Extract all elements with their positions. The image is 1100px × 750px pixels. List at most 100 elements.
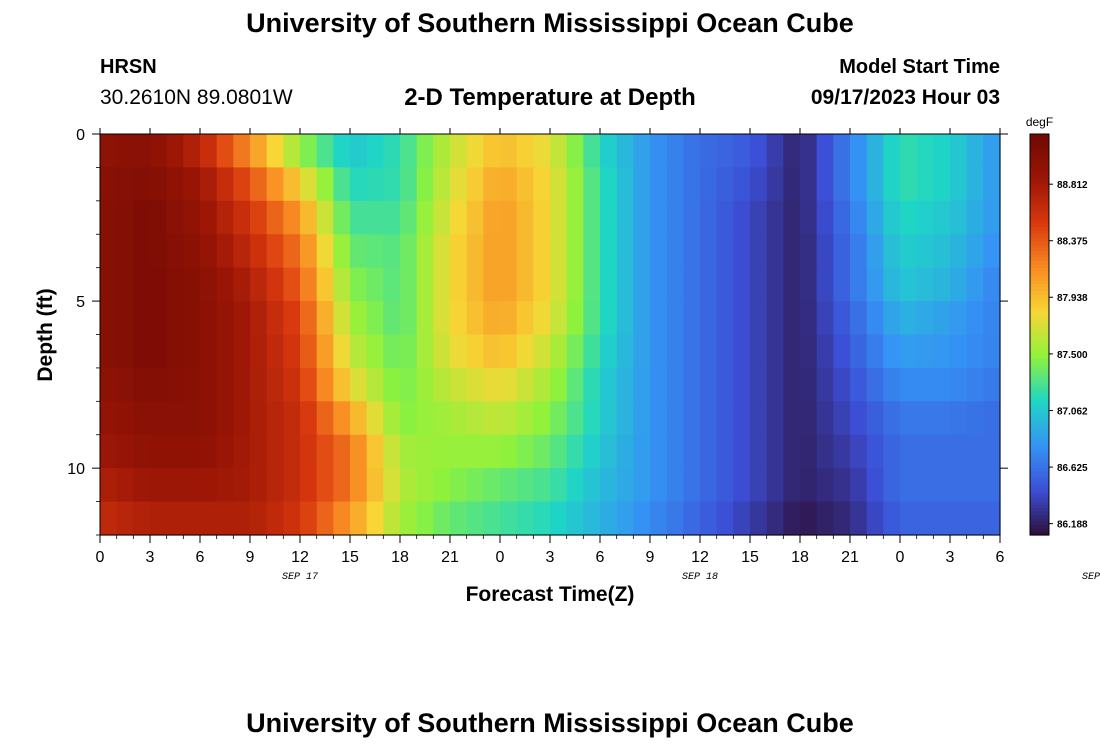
- heatmap-cell: [650, 401, 668, 436]
- heatmap-cell: [633, 468, 651, 503]
- colorbar-segment: [1030, 448, 1049, 453]
- heatmap-cell: [950, 134, 968, 169]
- colorbar-segment: [1030, 458, 1049, 463]
- heatmap-cell: [566, 267, 584, 302]
- heatmap-cell: [533, 367, 551, 402]
- heatmap-cell: [400, 234, 418, 269]
- heatmap-cell: [500, 501, 518, 536]
- heatmap-cell: [333, 334, 351, 369]
- heatmap-cell: [966, 501, 984, 536]
- heatmap-cell: [883, 501, 901, 536]
- colorbar-segment: [1030, 144, 1049, 148]
- heatmap-cell: [800, 301, 818, 336]
- heatmap-cell: [250, 301, 268, 336]
- heatmap-cell: [783, 134, 801, 169]
- heatmap-cell: [733, 301, 751, 336]
- heatmap-cell: [816, 234, 834, 269]
- heatmap-cell: [366, 267, 384, 302]
- heatmap-cell: [700, 267, 718, 302]
- heatmap-cell: [433, 367, 451, 402]
- heatmap-cell: [850, 434, 868, 469]
- colorbar-segment: [1030, 521, 1049, 526]
- heatmap-cell: [283, 167, 301, 202]
- heatmap-cell: [950, 234, 968, 269]
- heatmap-cell: [200, 367, 218, 402]
- heatmap-cell: [816, 401, 834, 436]
- colorbar-segment: [1030, 394, 1049, 399]
- colorbar-segment: [1030, 194, 1049, 199]
- heatmap-cell: [500, 334, 518, 369]
- heatmap-cell: [383, 501, 401, 536]
- heatmap-cell: [733, 267, 751, 302]
- colorbar-segment: [1030, 230, 1049, 235]
- heatmap-cell: [966, 401, 984, 436]
- heatmap-cell: [983, 468, 1001, 503]
- heatmap-cell: [233, 134, 251, 169]
- heatmap-cell: [466, 267, 484, 302]
- heatmap-cell: [266, 200, 284, 235]
- heatmap-cell: [666, 200, 684, 235]
- heatmap-cell: [833, 234, 851, 269]
- heatmap-cell: [533, 267, 551, 302]
- heatmap-cell: [700, 200, 718, 235]
- heatmap-cell: [266, 167, 284, 202]
- colorbar-segment: [1030, 160, 1049, 165]
- heatmap-cell: [883, 167, 901, 202]
- heatmap-cell: [133, 468, 151, 503]
- colorbar-segment: [1030, 484, 1049, 489]
- heatmap-cell: [966, 267, 984, 302]
- heatmap-cell: [466, 434, 484, 469]
- heatmap-cell: [400, 501, 418, 536]
- heatmap-cell: [416, 367, 434, 402]
- colorbar-segment: [1030, 217, 1049, 222]
- heatmap-cell: [900, 267, 918, 302]
- heatmap-cell: [583, 367, 601, 402]
- heatmap-cell: [283, 434, 301, 469]
- heatmap-cell: [483, 468, 501, 503]
- heatmap-cell: [816, 367, 834, 402]
- heatmap-cell: [633, 334, 651, 369]
- heatmap-cell: [116, 434, 134, 469]
- colorbar-segment: [1030, 528, 1049, 533]
- heatmap-cell: [200, 501, 218, 536]
- heatmap-cell: [233, 468, 251, 503]
- heatmap-cell: [100, 234, 118, 269]
- heatmap-cell: [750, 367, 768, 402]
- heatmap-cell: [550, 334, 568, 369]
- heatmap-cell: [516, 234, 534, 269]
- heatmap-cell: [300, 367, 318, 402]
- heatmap-cell: [266, 334, 284, 369]
- footer-title: University of Southern Mississippi Ocean…: [246, 708, 854, 738]
- colorbar-segment: [1030, 184, 1049, 189]
- heatmap-cell: [166, 167, 184, 202]
- heatmap-cell: [516, 501, 534, 536]
- heatmap-cell: [533, 468, 551, 503]
- heatmap-cell: [750, 267, 768, 302]
- heatmap-cell: [616, 200, 634, 235]
- heatmap-cell: [733, 401, 751, 436]
- heatmap-cell: [333, 434, 351, 469]
- heatmap-cell: [933, 234, 951, 269]
- x-tick-label: 0: [896, 549, 905, 566]
- colorbar-segment: [1030, 374, 1049, 379]
- heatmap-cell: [850, 301, 868, 336]
- heatmap-cell: [566, 468, 584, 503]
- heatmap-cell: [450, 167, 468, 202]
- heatmap-cell: [700, 301, 718, 336]
- heatmap-cell: [566, 200, 584, 235]
- heatmap-cell: [150, 401, 168, 436]
- heatmap-cell: [200, 401, 218, 436]
- heatmap-cell: [633, 367, 651, 402]
- colorbar-segment: [1030, 177, 1049, 182]
- heatmap-cell: [583, 301, 601, 336]
- heatmap-cell: [666, 434, 684, 469]
- heatmap-cell: [416, 134, 434, 169]
- heatmap-cell: [783, 468, 801, 503]
- colorbar-segment: [1030, 514, 1049, 519]
- heatmap-cell: [316, 267, 334, 302]
- colorbar-segment: [1030, 167, 1049, 172]
- colorbar-segment: [1030, 367, 1049, 372]
- heatmap-cell: [216, 167, 234, 202]
- heatmap-cell: [400, 367, 418, 402]
- heatmap-cell: [300, 200, 318, 235]
